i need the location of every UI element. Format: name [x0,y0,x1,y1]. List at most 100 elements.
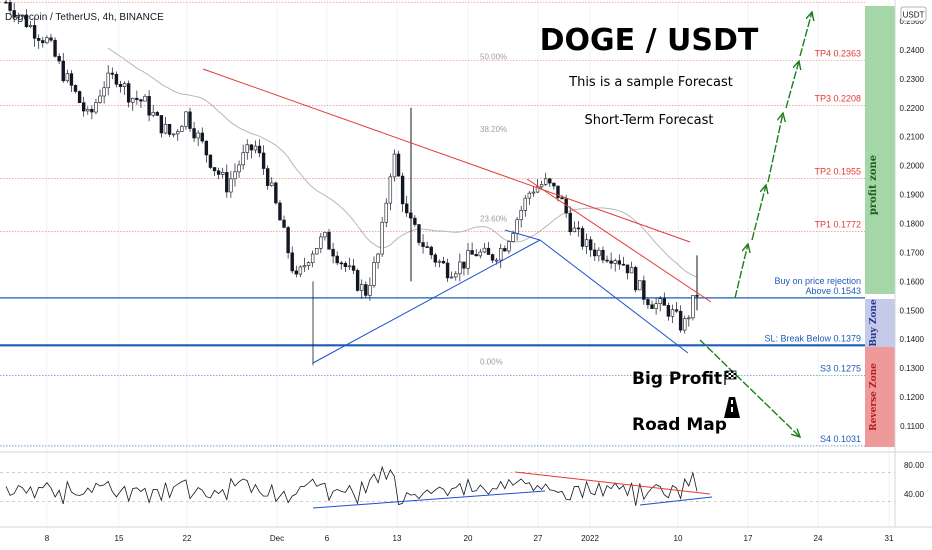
time-tick-label: 15 [115,534,124,543]
candle-body [221,172,225,175]
candle-body [143,96,147,102]
candle-body [613,260,617,264]
trendline [202,68,691,243]
price-tick-label: 0.1600 [900,277,925,286]
candle-body [245,144,249,153]
candle-body [404,203,409,214]
candle-body [335,255,339,264]
rsi-panel[interactable]: 80.00 40.00 [0,452,925,527]
candle-body [306,262,311,266]
time-tick-label: 10 [674,534,683,543]
candle-body [265,168,270,186]
trendline [504,229,541,241]
time-tick-label: 24 [814,534,823,543]
time-tick-label: Dec [270,534,284,543]
candle-body [384,202,388,223]
candle-body [86,108,90,112]
candle-body [73,85,78,92]
candle-body [523,197,527,211]
candle-body [261,152,266,169]
candle-body [233,171,237,180]
fib-label: 50.00% [480,53,507,62]
checkered-flag-icon [724,370,737,385]
time-tick-label: 31 [885,534,894,543]
price-tick-label: 0.2400 [900,46,925,55]
candle-body [638,280,642,291]
candle-body [507,241,511,252]
candle-body [229,178,233,193]
currency-badge-box[interactable] [900,6,927,22]
candle-body [351,265,356,271]
trendline [526,178,712,303]
candle-body [163,123,168,134]
fib-levels: 50.00% 38.20% 23.60% 0.00% [480,53,507,367]
candle-body [200,132,204,142]
reverse-zone-bar [865,347,895,447]
candle-body [315,248,319,255]
time-tick-label: 2022 [581,534,599,543]
candle-body [625,264,630,274]
candle-body [437,260,442,263]
time-tick-label: 6 [325,534,330,543]
candle-body [49,37,53,41]
price-tick-label: 0.1900 [900,191,925,200]
time-tick-label: 8 [45,534,50,543]
candle-body [53,39,57,57]
candle-body [588,239,593,251]
candle-body [499,248,503,261]
price-grid [46,0,890,527]
level-label: TP3 0.2208 [814,93,861,103]
buy-zone-bar [865,299,895,347]
candle-body [449,276,454,279]
fib-label: 38.20% [480,125,507,134]
candle-body [482,247,487,253]
price-axis[interactable]: 0.2500 0.2400 0.2300 0.2200 0.2100 0.2000 0.19… [894,0,925,452]
time-axis[interactable]: 8 15 22 Dec 6 13 20 27 2022 10 17 24 31 [45,534,894,543]
candle-body [94,102,98,113]
candle-body [241,152,245,166]
candle-body [490,254,495,261]
forecast-arrow [799,12,812,57]
candlesticks [4,0,699,366]
candle-body [584,239,589,247]
candle-body [135,97,139,100]
candle-body [548,178,552,184]
candle-body [568,212,572,233]
candle-body [474,254,478,257]
candle-body [41,40,45,44]
candle-body [208,154,213,168]
subtitle-sample-forecast: This is a sample Forecast [568,75,733,90]
price-tick-label: 0.1200 [900,393,925,402]
candle-body [327,232,331,250]
candle-body [20,14,25,17]
candle-body [392,153,397,178]
candle-body [90,108,94,113]
time-tick-label: 20 [464,534,473,543]
rsi-tick-label: 80.00 [904,461,925,470]
candle-body [61,60,65,82]
candle-body [552,182,556,187]
forecast-arrow [734,244,748,299]
fib-label: 23.60% [480,215,507,224]
trendlines [202,68,712,364]
trendline [312,239,541,364]
price-tick-label: 0.1300 [900,364,925,373]
candle-body [360,284,364,291]
price-tick-label: 0.2100 [900,133,925,142]
candle-body [167,123,172,135]
level-label: TP2 0.1955 [814,167,861,177]
zone-bars: profit zone Buy Zone Reverse Zone [865,6,895,447]
candle-body [114,74,119,85]
time-tick-label: 27 [534,534,543,543]
candle-body [339,262,343,265]
candle-body [687,317,691,320]
time-tick-label: 13 [393,534,402,543]
candle-body [458,261,462,275]
candle-body [445,262,450,279]
forecast-arrow [785,61,799,109]
candle-body [77,91,82,103]
rsi-trendline [639,496,713,506]
candle-body [69,73,74,86]
